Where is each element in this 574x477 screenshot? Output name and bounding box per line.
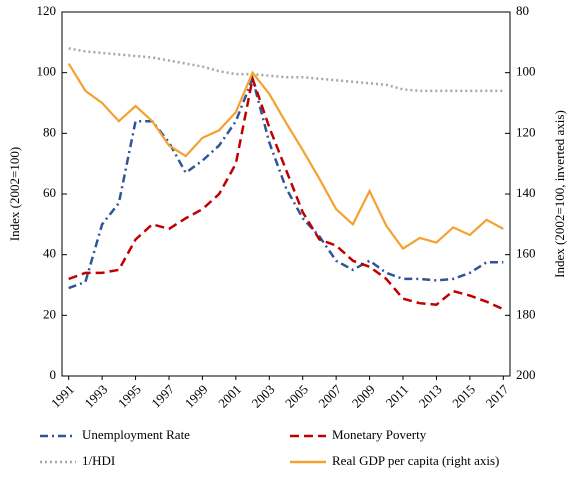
y2-tick-label: 160 [516, 246, 536, 261]
series-line [68, 73, 504, 311]
y-tick-label: 40 [43, 246, 56, 261]
y-tick-label: 60 [43, 185, 56, 200]
y2-tick-label: 180 [516, 306, 536, 321]
series-line [68, 47, 504, 93]
x-tick-label: 1995 [115, 382, 144, 411]
legend-label: 1/HDI [82, 453, 115, 468]
y-axis-label: Index (2002=100) [7, 147, 22, 241]
x-tick-label: 2007 [315, 381, 344, 410]
y2-tick-label: 120 [516, 124, 536, 139]
x-tick-label: 1997 [148, 381, 177, 410]
series-line [67, 62, 504, 251]
legend-label: Real GDP per capita (right axis) [332, 453, 499, 468]
plot-frame [61, 11, 511, 377]
y-tick-label: 0 [50, 367, 57, 382]
x-tick-label: 2013 [416, 382, 445, 411]
x-tick-label: 1993 [81, 382, 110, 411]
y-tick-label: 20 [43, 306, 56, 321]
y-tick-label: 120 [37, 3, 57, 18]
y2-tick-label: 100 [516, 64, 536, 79]
y2-tick-label: 80 [516, 3, 529, 18]
y2-tick-label: 200 [516, 367, 536, 382]
x-tick-label: 2009 [349, 382, 378, 411]
y-tick-label: 100 [37, 64, 57, 79]
x-tick-label: 2003 [249, 382, 278, 411]
series-line [68, 74, 504, 290]
y-tick-label: 80 [43, 124, 56, 139]
x-tick-label: 2001 [215, 382, 244, 411]
y2-tick-label: 140 [516, 185, 536, 200]
x-tick-label: 1991 [48, 382, 77, 411]
legend-label: Monetary Poverty [332, 427, 427, 442]
x-tick-label: 2017 [483, 381, 512, 410]
x-tick-label: 2015 [449, 382, 478, 411]
legend-label: Unemployment Rate [82, 427, 190, 442]
x-tick-label: 1999 [182, 382, 211, 411]
x-tick-label: 2005 [282, 382, 311, 411]
y2-axis-label: Index (2002=100, inverted axis) [552, 110, 567, 278]
x-tick-label: 2011 [383, 382, 412, 411]
